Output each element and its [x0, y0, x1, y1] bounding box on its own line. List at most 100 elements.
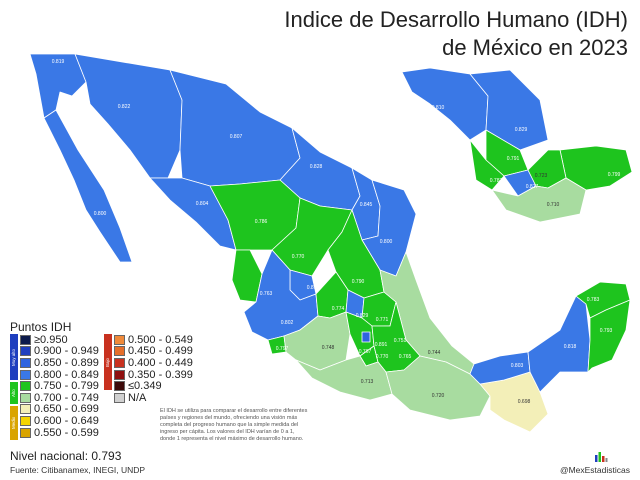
state-guerrero — [295, 355, 393, 401]
label-tlaxcala: 0.751 — [393, 338, 407, 344]
label-tamaulipas: 0.800 — [379, 239, 393, 245]
map-title: Indice de Desarrollo Humano (IDH) de Méx… — [268, 6, 628, 62]
label-inset-h: 0.710 — [546, 202, 560, 208]
source-text: Fuente: Citibanamex, INEGI, UNDP — [10, 465, 146, 475]
legend-swatch — [20, 334, 31, 345]
bar-chart-logo-icon — [595, 452, 608, 462]
legend-swatch — [20, 369, 31, 380]
legend-item: 0.350 - 0.399 — [114, 369, 193, 381]
legend-label: 0.750 - 0.799 — [34, 380, 99, 393]
label-veracruz: 0.744 — [427, 350, 441, 356]
title-line-1: Indice de Desarrollo Humano (IDH) — [284, 7, 628, 32]
legend-label: 0.700 - 0.749 — [34, 391, 99, 404]
label-chiapas: 0.698 — [517, 399, 531, 405]
label-inset-e: 0.783 — [489, 178, 503, 184]
label-aguascalientes: 0.815 — [306, 285, 320, 291]
inset-region-a — [401, 67, 489, 141]
label-morelos: 0.770 — [375, 354, 389, 360]
legend-item: 0.650 - 0.699 — [20, 403, 99, 415]
nivel-nacional: Nivel nacional: 0.793 — [10, 449, 122, 463]
title-line-2: de México en 2023 — [442, 35, 628, 60]
legend-swatch — [114, 346, 125, 357]
label-ciudad-de-mexico: 0.891 — [374, 342, 388, 348]
label-nayarit: 0.763 — [259, 291, 273, 297]
legend-category-medio: Medio — [10, 406, 18, 440]
label-baja-california: 0.819 — [51, 59, 65, 65]
legend-swatch — [114, 392, 125, 403]
legend-swatch — [114, 357, 125, 368]
label-inset-f: 0.817 — [525, 184, 539, 190]
legend-column-left: ≥0.950 0.900 - 0.949 0.850 - 0.899 0.800… — [20, 334, 99, 439]
author-credit: @MexEstadisticas — [559, 465, 630, 475]
legend-label: N/A — [128, 391, 147, 404]
legend-swatch — [114, 381, 125, 392]
label-michoacan: 0.748 — [321, 345, 335, 351]
label-san-luis-potosi: 0.790 — [351, 279, 365, 285]
legend-swatch — [20, 381, 31, 392]
label-sonora: 0.822 — [117, 104, 131, 110]
label-tabasco: 0.803 — [510, 363, 524, 369]
state-ciudad-de-mexico — [361, 331, 371, 343]
legend-item: N/A — [114, 392, 193, 404]
legend-item: 0.600 - 0.649 — [20, 415, 99, 427]
label-colima: 0.797 — [275, 346, 289, 352]
state-chihuahua — [169, 69, 301, 187]
legend-swatch — [20, 357, 31, 368]
legend-label: 0.550 - 0.599 — [34, 426, 99, 439]
legend-category-muy-alto: Muy alto — [10, 334, 18, 380]
legend-label: ≤0.349 — [128, 380, 162, 393]
legend-column-right: 0.500 - 0.549 0.450 - 0.499 0.400 - 0.44… — [114, 334, 193, 404]
legend-swatch — [20, 404, 31, 415]
legend-category-alto: Alto — [10, 382, 18, 404]
legend-swatch — [20, 392, 31, 403]
legend-label: 0.500 - 0.549 — [128, 333, 193, 346]
legend-item: 0.750 - 0.799 — [20, 380, 99, 392]
label-sinaloa: 0.804 — [195, 201, 209, 207]
legend-label: 0.600 - 0.649 — [34, 414, 99, 427]
inset-map — [401, 67, 633, 223]
state-tabasco — [469, 351, 531, 385]
legend-label: 0.350 - 0.399 — [128, 368, 193, 381]
label-jalisco: 0.802 — [280, 320, 294, 326]
legend-swatch — [114, 334, 125, 345]
legend-item: ≤0.349 — [114, 380, 193, 392]
label-oaxaca: 0.720 — [431, 393, 445, 399]
legend: Puntos IDH Muy alto Alto Medio ≥0.950 0.… — [10, 320, 210, 450]
label-inset-c: 0.799 — [607, 172, 621, 178]
legend-item: 0.700 - 0.749 — [20, 392, 99, 404]
legend-label: 0.450 - 0.499 — [128, 345, 193, 358]
label-puebla: 0.765 — [398, 354, 412, 360]
label-baja-california-sur: 0.800 — [93, 211, 107, 217]
legend-item: ≥0.950 — [20, 334, 99, 346]
legend-swatch — [114, 369, 125, 380]
legend-item: 0.550 - 0.599 — [20, 427, 99, 439]
idh-explanation-note: El IDH se utiliza para comparar el desar… — [160, 408, 308, 442]
state-sonora — [74, 53, 183, 179]
label-campeche: 0.818 — [563, 344, 577, 350]
legend-item: 0.850 - 0.899 — [20, 357, 99, 369]
label-queretaro: 0.829 — [355, 313, 369, 319]
legend-label: 0.900 - 0.949 — [34, 345, 99, 358]
label-quintana-roo: 0.793 — [599, 328, 613, 334]
legend-label: 0.850 - 0.899 — [34, 356, 99, 369]
label-inset-d: 0.791 — [506, 156, 520, 162]
label-nuevo-leon: 0.845 — [359, 202, 373, 208]
legend-title: Puntos IDH — [10, 320, 72, 334]
legend-item: 0.800 - 0.849 — [20, 369, 99, 381]
legend-item: 0.450 - 0.499 — [114, 345, 193, 358]
legend-item: 0.400 - 0.449 — [114, 357, 193, 369]
label-guanajuato: 0.774 — [331, 306, 345, 312]
legend-swatch — [20, 415, 31, 426]
legend-label: 0.400 - 0.449 — [128, 356, 193, 369]
label-coahuila: 0.828 — [309, 164, 323, 170]
legend-item: 0.500 - 0.549 — [114, 334, 193, 346]
legend-category-bajo: Bajo — [104, 334, 112, 390]
label-guerrero: 0.713 — [360, 379, 374, 385]
inset-region-b — [469, 69, 549, 151]
label-chihuahua: 0.807 — [229, 134, 243, 140]
inset-region-e — [469, 139, 505, 191]
label-hidalgo: 0.771 — [375, 317, 389, 323]
label-inset-g: 0.723 — [534, 173, 548, 179]
label-estado-de-mexico: 0.767 — [358, 349, 372, 355]
